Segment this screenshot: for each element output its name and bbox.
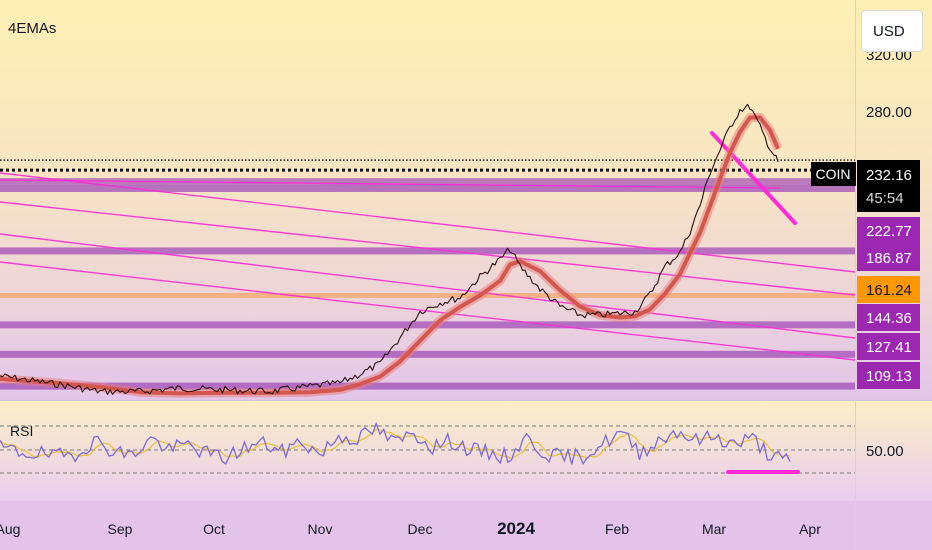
level-tag-label-2: 161.24 bbox=[866, 282, 912, 299]
trendline-bold[interactable] bbox=[710, 131, 797, 225]
time-axis-background bbox=[0, 501, 932, 550]
rsi-line bbox=[0, 421, 791, 466]
x-tick-label-4: Dec bbox=[408, 521, 433, 537]
level-tag-4 bbox=[857, 333, 920, 360]
level-tag-1 bbox=[857, 244, 920, 271]
main-pane-background bbox=[0, 0, 932, 400]
rsi-level-label: 50.00 bbox=[866, 443, 904, 460]
currency-label: USD bbox=[873, 22, 905, 40]
level-tag-label-1: 186.87 bbox=[866, 250, 912, 267]
trendline-0[interactable] bbox=[0, 172, 856, 273]
ema-line bbox=[0, 115, 780, 396]
rsi-title: RSI bbox=[10, 423, 34, 439]
level-zone-current bbox=[0, 178, 855, 186]
trendline-4[interactable] bbox=[0, 179, 781, 189]
x-tick-label-2: Oct bbox=[203, 521, 225, 537]
level-tag-0 bbox=[857, 217, 920, 244]
level-zone-5 bbox=[0, 382, 855, 390]
rsi-pane-background bbox=[0, 401, 932, 501]
x-tick-label-6: Feb bbox=[605, 521, 629, 537]
level-zone-0 bbox=[0, 184, 855, 192]
indicator-title: 4EMAs bbox=[8, 20, 57, 37]
price-line bbox=[0, 103, 779, 396]
level-zone-1 bbox=[0, 247, 855, 255]
level-zone-3 bbox=[0, 321, 855, 329]
zones-layer bbox=[0, 159, 855, 390]
symbol-label: COIN bbox=[816, 166, 851, 182]
level-tag-label-5: 109.13 bbox=[866, 368, 912, 385]
price-layer bbox=[0, 103, 783, 398]
x-tick-label-7: Mar bbox=[702, 521, 726, 537]
x-tick-label-8: Apr bbox=[799, 521, 821, 537]
trendlines-layer bbox=[0, 131, 856, 361]
y-tick-label-1: 280.00 bbox=[866, 104, 912, 121]
symbol-tag bbox=[811, 162, 856, 186]
level-zone-2 bbox=[0, 292, 855, 298]
level-tag-label-3: 144.36 bbox=[866, 310, 912, 327]
x-tick-label-1: Sep bbox=[108, 521, 133, 537]
last-price-tag bbox=[857, 160, 920, 212]
x-tick-label-0: Aug bbox=[0, 521, 20, 537]
rsi-layer bbox=[0, 421, 855, 474]
trendline-3[interactable] bbox=[0, 261, 856, 361]
tags-layer: COIN 232.16 45:54 222.77 186.87 161.24 144.36 1… bbox=[811, 160, 920, 389]
trendline-2[interactable] bbox=[0, 233, 856, 339]
x-tick-label-3: Nov bbox=[308, 521, 333, 537]
level-zone-4 bbox=[0, 350, 855, 358]
currency-button[interactable]: USD bbox=[861, 10, 923, 52]
x-tick-label-5: 2024 bbox=[497, 519, 535, 538]
last-price-label: 232.16 bbox=[866, 167, 912, 184]
level-tag-2 bbox=[857, 276, 920, 303]
level-tag-5 bbox=[857, 362, 920, 389]
trendline-1[interactable] bbox=[0, 201, 856, 296]
level-tag-label-4: 127.41 bbox=[866, 339, 912, 356]
level-tag-3 bbox=[857, 304, 920, 331]
level-tag-label-0: 222.77 bbox=[866, 223, 912, 240]
countdown-label: 45:54 bbox=[866, 190, 904, 207]
